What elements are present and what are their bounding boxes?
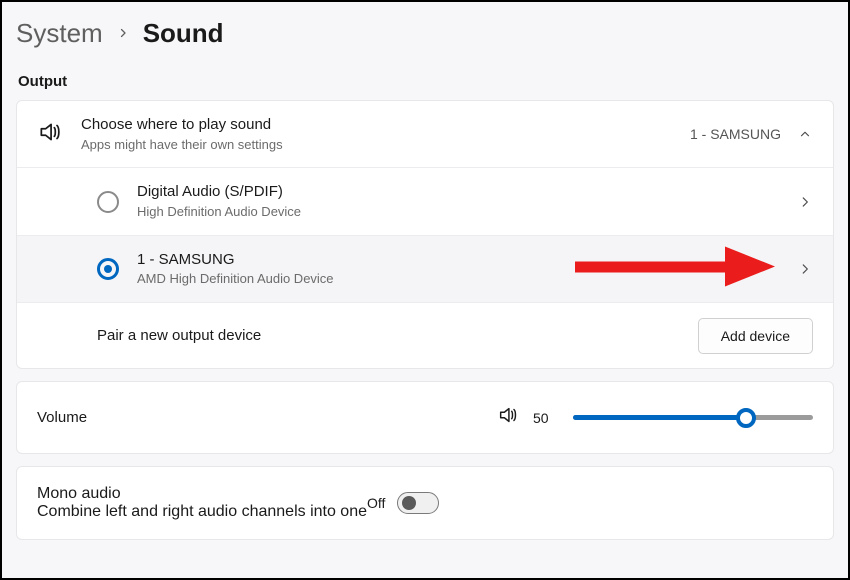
output-card: Choose where to play sound Apps might ha… bbox=[16, 100, 834, 369]
choose-output-row[interactable]: Choose where to play sound Apps might ha… bbox=[17, 101, 833, 167]
mono-subtitle: Combine left and right audio channels in… bbox=[37, 503, 367, 521]
chevron-right-icon[interactable] bbox=[797, 261, 813, 277]
device-desc: High Definition Audio Device bbox=[137, 204, 797, 221]
selected-output-device: 1 - SAMSUNG bbox=[690, 126, 781, 142]
add-device-button[interactable]: Add device bbox=[698, 318, 813, 354]
section-heading-output: Output bbox=[18, 73, 834, 90]
speaker-icon bbox=[37, 119, 63, 150]
slider-fill bbox=[573, 415, 746, 420]
device-name: Digital Audio (S/PDIF) bbox=[137, 182, 797, 202]
chevron-up-icon[interactable] bbox=[797, 126, 813, 142]
speaker-icon[interactable] bbox=[497, 404, 519, 431]
output-device-row[interactable]: Digital Audio (S/PDIF) High Definition A… bbox=[17, 167, 833, 234]
mono-toggle[interactable] bbox=[397, 492, 439, 514]
radio-checked-icon[interactable] bbox=[97, 258, 119, 280]
choose-output-title: Choose where to play sound bbox=[81, 115, 690, 135]
choose-output-subtitle: Apps might have their own settings bbox=[81, 137, 690, 154]
chevron-right-icon bbox=[117, 23, 129, 44]
mono-state-label: Off bbox=[367, 495, 385, 511]
pair-device-row: Pair a new output device Add device bbox=[17, 302, 833, 368]
output-device-row[interactable]: 1 - SAMSUNG AMD High Definition Audio De… bbox=[17, 235, 833, 302]
pair-device-label: Pair a new output device bbox=[97, 326, 698, 346]
chevron-right-icon[interactable] bbox=[797, 194, 813, 210]
volume-card: Volume 50 bbox=[16, 381, 834, 454]
breadcrumb: System Sound bbox=[16, 18, 834, 49]
radio-unchecked-icon[interactable] bbox=[97, 191, 119, 213]
breadcrumb-parent[interactable]: System bbox=[16, 18, 103, 49]
device-name: 1 - SAMSUNG bbox=[137, 250, 797, 270]
breadcrumb-current: Sound bbox=[143, 18, 224, 49]
device-desc: AMD High Definition Audio Device bbox=[137, 271, 797, 288]
mono-title: Mono audio bbox=[37, 485, 367, 503]
slider-thumb[interactable] bbox=[736, 408, 756, 428]
mono-audio-card: Mono audio Combine left and right audio … bbox=[16, 466, 834, 540]
volume-slider[interactable] bbox=[573, 408, 813, 428]
volume-label: Volume bbox=[37, 409, 87, 426]
volume-value: 50 bbox=[533, 410, 559, 426]
